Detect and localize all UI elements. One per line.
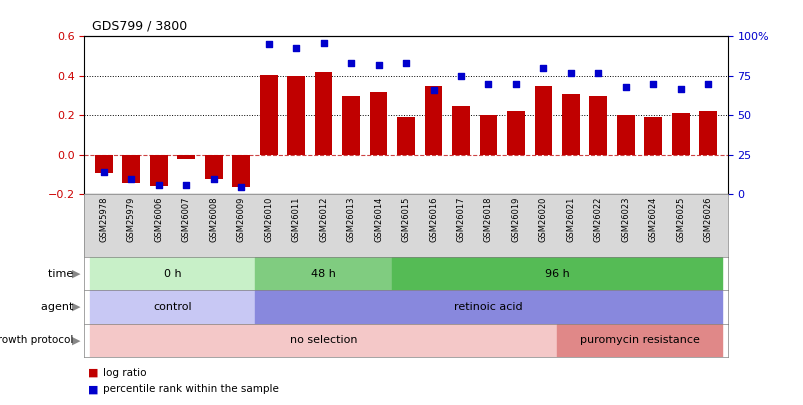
Text: GDS799 / 3800: GDS799 / 3800 (92, 19, 187, 32)
Bar (616, 115, 634, 155)
Point (619, 84, 632, 90)
Text: ■: ■ (88, 384, 99, 394)
Bar (369, 92, 387, 155)
Bar (397, 117, 414, 155)
Bar (561, 94, 579, 155)
Bar (90, 324, 556, 357)
Point (536, 65, 549, 71)
Bar (255, 257, 392, 290)
Bar (314, 72, 332, 155)
Point (152, 182, 165, 188)
Text: ■: ■ (88, 368, 99, 378)
Text: agent: agent (40, 302, 76, 312)
Text: 0 h: 0 h (163, 269, 181, 279)
Point (509, 81, 522, 87)
Text: GSM26025: GSM26025 (675, 196, 684, 242)
Point (674, 85, 687, 92)
Point (372, 62, 385, 68)
Bar (90, 257, 255, 290)
Bar (556, 324, 721, 357)
Point (399, 60, 412, 66)
Bar (95, 155, 112, 173)
Bar (699, 111, 716, 155)
Bar (589, 96, 606, 155)
Bar (342, 96, 360, 155)
Text: GSM26015: GSM26015 (401, 196, 410, 242)
Text: GSM25979: GSM25979 (127, 196, 136, 242)
Point (482, 81, 495, 87)
Text: 96 h: 96 h (544, 269, 569, 279)
Point (179, 182, 192, 188)
Bar (644, 117, 662, 155)
Bar (259, 75, 277, 155)
Text: GSM26020: GSM26020 (538, 196, 548, 242)
Point (262, 41, 275, 47)
Bar (205, 155, 222, 179)
Text: GSM26012: GSM26012 (319, 196, 328, 242)
Text: log ratio: log ratio (103, 368, 146, 378)
Text: GSM26022: GSM26022 (593, 196, 602, 242)
Bar (232, 155, 250, 188)
Text: GSM26024: GSM26024 (648, 196, 657, 242)
Bar (122, 155, 140, 183)
Text: time: time (47, 269, 76, 279)
Text: GSM26016: GSM26016 (429, 196, 438, 242)
Bar (287, 76, 304, 155)
Bar (90, 290, 255, 324)
Bar (424, 86, 442, 155)
Text: puromycin resistance: puromycin resistance (579, 335, 699, 345)
Point (701, 81, 714, 87)
Text: GSM25978: GSM25978 (99, 196, 108, 242)
Text: GSM26018: GSM26018 (483, 196, 492, 242)
Text: GSM26017: GSM26017 (456, 196, 465, 242)
Bar (671, 113, 689, 155)
Text: GSM26026: GSM26026 (703, 196, 712, 242)
Point (289, 44, 302, 51)
Text: ▶: ▶ (71, 302, 80, 312)
Text: no selection: no selection (289, 335, 357, 345)
Text: GSM26013: GSM26013 (346, 196, 355, 242)
Bar (177, 155, 195, 159)
Text: growth protocol: growth protocol (0, 335, 76, 345)
Text: GSM26010: GSM26010 (263, 196, 273, 242)
Point (234, 183, 247, 190)
Text: 48 h: 48 h (311, 269, 336, 279)
Point (454, 73, 467, 79)
Bar (479, 115, 497, 155)
Point (97, 169, 110, 175)
Point (207, 175, 220, 182)
Text: GSM26023: GSM26023 (621, 196, 630, 242)
Text: ▶: ▶ (71, 335, 80, 345)
Bar (507, 111, 524, 155)
Text: ▶: ▶ (71, 269, 80, 279)
Point (124, 175, 137, 182)
Text: retinoic acid: retinoic acid (454, 302, 522, 312)
Point (591, 70, 604, 76)
Text: GSM26008: GSM26008 (209, 196, 218, 242)
Point (426, 87, 439, 94)
Point (316, 40, 329, 46)
Point (564, 70, 577, 76)
Text: GSM26021: GSM26021 (566, 196, 575, 242)
Bar (451, 106, 469, 155)
Text: GSM26006: GSM26006 (154, 196, 163, 242)
Text: GSM26009: GSM26009 (236, 196, 245, 242)
Bar (255, 290, 721, 324)
Point (344, 60, 357, 66)
Text: GSM26014: GSM26014 (373, 196, 382, 242)
Text: GSM26011: GSM26011 (291, 196, 300, 242)
Bar (534, 86, 552, 155)
Text: GSM26019: GSM26019 (511, 196, 520, 242)
Text: GSM26007: GSM26007 (181, 196, 190, 242)
Text: percentile rank within the sample: percentile rank within the sample (103, 384, 279, 394)
Bar (392, 257, 721, 290)
Point (646, 81, 659, 87)
Text: control: control (153, 302, 191, 312)
Bar (149, 155, 167, 185)
